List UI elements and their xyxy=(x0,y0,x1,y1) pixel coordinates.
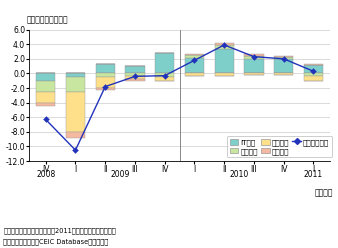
Bar xyxy=(215,49,234,73)
Bar xyxy=(155,77,174,81)
Bar xyxy=(125,79,145,82)
Bar xyxy=(274,56,293,57)
Bar xyxy=(96,64,115,73)
Bar xyxy=(185,58,204,73)
Bar xyxy=(244,59,264,73)
Bar xyxy=(36,73,55,81)
Bar xyxy=(304,76,323,81)
Text: 2009: 2009 xyxy=(111,170,130,179)
Bar xyxy=(215,43,234,45)
Bar xyxy=(304,64,323,65)
Text: （％、％ポイント）: （％、％ポイント） xyxy=(26,15,68,24)
Bar xyxy=(125,66,145,73)
Bar xyxy=(96,88,115,90)
Bar xyxy=(36,92,55,103)
Bar xyxy=(274,73,293,75)
Bar xyxy=(304,73,323,76)
Bar xyxy=(36,103,55,106)
Bar xyxy=(125,76,145,79)
Bar xyxy=(155,73,174,77)
Bar xyxy=(244,56,264,59)
Bar xyxy=(125,73,145,76)
Bar xyxy=(36,81,55,92)
Bar xyxy=(66,92,85,132)
Bar xyxy=(215,73,234,76)
Bar xyxy=(274,59,293,73)
Bar xyxy=(66,132,85,138)
Bar xyxy=(304,65,323,73)
Legend: IT設備, 輸送機器, 建設投資, 産業機械, 民間設備投資: IT設備, 輸送機器, 建設投資, 産業機械, 民間設備投資 xyxy=(227,136,332,157)
Bar xyxy=(96,73,115,77)
Bar xyxy=(185,55,204,58)
Bar xyxy=(244,55,264,56)
Text: 2010: 2010 xyxy=(230,170,249,179)
Bar xyxy=(185,54,204,55)
Bar xyxy=(66,73,85,77)
Bar xyxy=(215,45,234,49)
Bar xyxy=(274,57,293,59)
Bar xyxy=(96,77,115,88)
Text: （年期）: （年期） xyxy=(314,189,333,198)
Bar xyxy=(185,73,204,76)
Bar xyxy=(155,53,174,73)
Bar xyxy=(244,73,264,75)
Bar xyxy=(66,77,85,92)
Text: 備考：季節調整値。前期比。2011年第１四半期は速報値。: 備考：季節調整値。前期比。2011年第１四半期は速報値。 xyxy=(3,227,116,234)
Text: 2011: 2011 xyxy=(304,170,323,179)
Text: 2008: 2008 xyxy=(36,170,55,179)
Text: 資料：米国商務省、CEIC Databaseから作成。: 資料：米国商務省、CEIC Databaseから作成。 xyxy=(3,238,108,245)
